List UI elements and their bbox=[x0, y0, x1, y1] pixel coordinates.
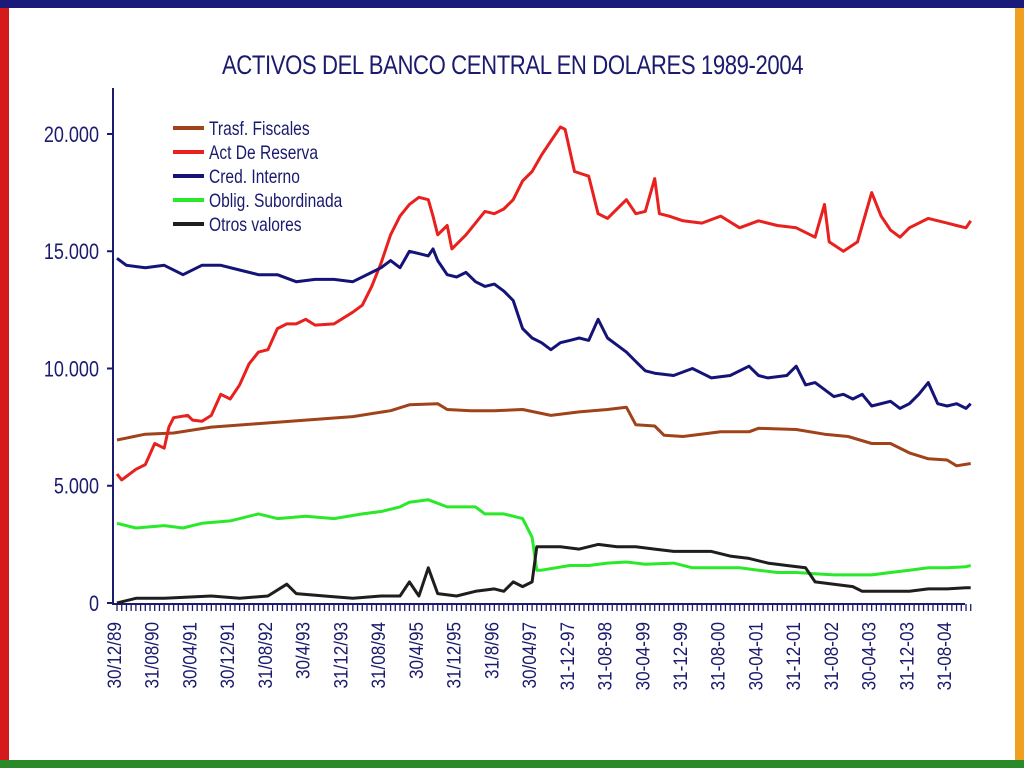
legend-label: Trasf. Fiscales bbox=[209, 118, 310, 140]
x-tick-label: 31-12-03 bbox=[897, 622, 918, 690]
x-tick-label: 30/4/95 bbox=[406, 622, 427, 679]
x-tick-label: 31-12-97 bbox=[557, 622, 578, 690]
x-tick-label: 31-12-99 bbox=[670, 622, 691, 690]
legend-label: Cred. Interno bbox=[209, 166, 300, 188]
frame-right-bar bbox=[1015, 8, 1024, 760]
frame-top-bar bbox=[0, 0, 1024, 8]
legend-label: Otros valores bbox=[209, 214, 302, 236]
x-tick-label: 31-08-00 bbox=[708, 622, 729, 690]
x-tick-label: 31/12/93 bbox=[331, 622, 352, 689]
y-tick-label: 10.000 bbox=[44, 358, 99, 382]
x-tick-label: 31/12/95 bbox=[444, 622, 465, 689]
series-line-oblig-subordinada bbox=[116, 498, 972, 577]
x-tick-label: 31-08-04 bbox=[934, 622, 955, 690]
series-line-otros-valores bbox=[116, 542, 971, 605]
x-tick-label: 30-04-01 bbox=[746, 622, 767, 690]
chart-series-lines bbox=[115, 125, 972, 605]
x-tick-label: 31-08-02 bbox=[821, 622, 842, 690]
legend-label: Act De Reserva bbox=[209, 142, 318, 164]
x-tick-label: 31/08/90 bbox=[142, 622, 163, 689]
series-line-cred-interno bbox=[116, 247, 972, 410]
series-line-act-de-reserva bbox=[115, 125, 972, 482]
y-tick-label: 20.000 bbox=[44, 123, 99, 147]
chart-axes: 0 5.000 10.000 15.000 20.000 30/12/89 31/08/90… bbox=[44, 88, 972, 690]
x-tick-label: 31/08/92 bbox=[255, 622, 276, 689]
frame-left-bar bbox=[0, 8, 9, 760]
x-tick-label: 30-04-99 bbox=[632, 622, 653, 690]
frame-bottom-bar bbox=[0, 760, 1024, 768]
x-tick-label: 30/4/93 bbox=[293, 622, 314, 679]
chart-title: ACTIVOS DEL BANCO CENTRAL EN DOLARES 198… bbox=[221, 50, 804, 80]
y-tick-label: 0 bbox=[89, 592, 99, 616]
x-tick-label: 30-04-03 bbox=[859, 622, 880, 690]
x-tick-label: 30/12/89 bbox=[104, 622, 125, 689]
x-tick-label: 30/12/91 bbox=[217, 622, 238, 689]
x-tick-label: 31/8/96 bbox=[482, 622, 503, 679]
x-tick-label: 30/04/97 bbox=[519, 622, 540, 689]
x-tick-label: 30/04/91 bbox=[180, 622, 201, 689]
y-tick-label: 15.000 bbox=[44, 241, 99, 265]
x-tick-label: 31-08-98 bbox=[595, 622, 616, 690]
series-line-trasf-fiscales bbox=[116, 402, 971, 468]
x-tick-label: 31/08/94 bbox=[368, 622, 389, 689]
legend-label: Oblig. Subordinada bbox=[209, 190, 343, 212]
y-tick-label: 5.000 bbox=[54, 475, 99, 499]
x-tick-label: 31-12-01 bbox=[783, 622, 804, 690]
